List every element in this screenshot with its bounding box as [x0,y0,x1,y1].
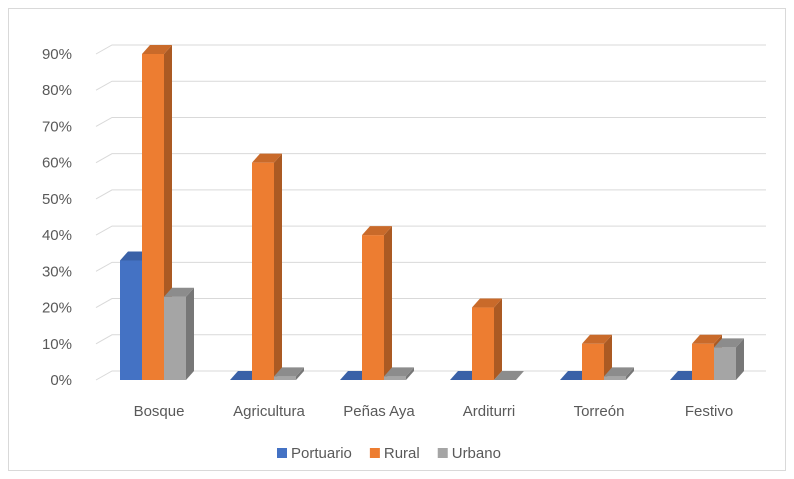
gridline [95,189,766,200]
bar-front [692,343,714,380]
category-label: Agricultura [233,403,305,420]
bar-urbano-5 [714,338,744,380]
bar-rural-2 [362,226,392,380]
gridline [95,298,766,308]
bar-side [736,338,744,380]
y-tick-label: 60% [42,155,72,172]
gridline [95,116,766,127]
bar-front [472,307,494,380]
bar-front [164,296,186,380]
bar-top [714,338,744,348]
legend-item-portuario: Portuario [277,445,352,462]
category-label: Torreón [574,403,625,420]
bar-side [296,367,304,380]
chart-frame [8,8,786,471]
bar-side [626,367,634,380]
y-tick-label: 30% [42,263,72,280]
bar-side [494,298,502,380]
bar-front [714,347,736,380]
bar-side [186,287,194,380]
category-label: Peñas Aya [343,403,415,420]
bar-side [384,226,392,380]
bar-front [582,343,604,380]
y-axis-ticks: 0% 10% 20% 30% 40% 50% 60% 70% 80% 90% [42,46,72,389]
y-tick-label: 10% [42,336,72,353]
bar-urbano-0 [164,287,194,380]
bar-urbano-4 [604,367,634,380]
bar-rural-1 [252,153,282,380]
category-label: Festivo [685,403,733,420]
legend-swatch [277,448,287,458]
legend-swatch [369,448,380,458]
gridline [95,370,766,381]
y-tick-label: 80% [42,82,72,99]
bar-front [604,376,626,380]
bar-rural-3 [472,298,502,380]
category-label: Arditurri [463,403,516,420]
gridline [95,225,766,236]
bar-top [164,287,194,297]
bar-rural-4 [582,334,612,380]
legend-label: Urbano [452,445,501,462]
bar-top [604,367,634,377]
bar-top [362,226,392,236]
legend-label: Rural [384,445,420,462]
gridline [95,80,766,91]
bar-top [472,298,502,308]
bar-front [252,162,274,380]
bar-front [274,376,296,380]
bar-top [582,334,612,344]
y-tick-label: 40% [42,227,72,244]
gridlines [95,44,766,381]
legend-item-rural: Rural [369,445,420,462]
category-label: Bosque [134,403,185,420]
y-tick-label: 20% [42,300,72,317]
gridline [95,44,766,55]
bar-top [692,334,722,344]
bar-urbano-1 [274,367,304,380]
bar-top [252,153,282,163]
legend-label: Portuario [291,445,352,462]
gridline [95,334,766,345]
bar-side [274,153,282,380]
bar-front [384,376,406,380]
legend: Portuario Rural Urbano [277,445,501,462]
bar-side [406,367,414,380]
y-tick-label: 70% [42,118,72,135]
gridline [95,261,766,272]
legend-swatch [437,448,448,458]
gridline [95,153,766,164]
legend-item-urbano: Urbano [437,445,501,462]
bar-urbano-2 [384,367,414,380]
bar-front [120,260,142,380]
bar-urbano-3 [494,371,524,380]
category-labels: Bosque Agricultura Peñas Aya Arditurri Torre… [134,403,734,420]
y-tick-label: 90% [42,46,72,63]
bar-front [362,235,384,380]
bars [120,45,744,380]
bar-top [142,45,172,54]
bar-top [494,371,524,380]
bar-top [274,367,304,377]
bar-front [142,54,164,380]
y-tick-label: 50% [42,191,72,208]
bar-side [604,334,612,380]
y-tick-label: 0% [50,372,72,389]
bar-top [384,367,414,377]
